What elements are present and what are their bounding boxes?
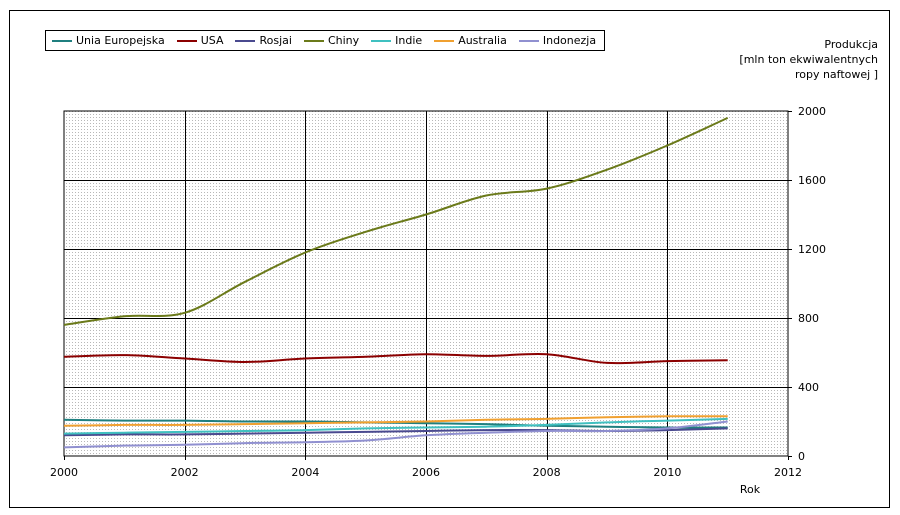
x-tick-label: 2000 — [50, 466, 78, 479]
y-tick-label: 1600 — [798, 174, 826, 187]
y-tick-label: 800 — [798, 312, 819, 325]
y-axis-label-line-1: Produkcja — [824, 38, 878, 51]
y-tick-label: 400 — [798, 381, 819, 394]
legend-swatch — [235, 39, 256, 42]
y-tick-label: 0 — [798, 450, 805, 463]
legend-item: USA — [176, 34, 224, 47]
chart-legend: Unia Europejska USA Rosjai Chiny Indie Austra… — [45, 30, 606, 51]
x-tick-label: 2012 — [774, 466, 802, 479]
y-tick-label: 1200 — [798, 243, 826, 256]
series-line-usa — [63, 352, 728, 365]
x-tick-label: 2006 — [412, 466, 440, 479]
legend-swatch — [176, 39, 197, 42]
y-axis-label-line-2: [mln ton ekwiwalentnych — [739, 53, 878, 66]
legend-label: Unia Europejska — [76, 34, 165, 47]
series-line-australia — [63, 415, 728, 427]
legend-label: USA — [200, 34, 224, 47]
legend-item: Unia Europejska — [52, 34, 165, 47]
legend-label: Australia — [458, 34, 507, 47]
x-tick-label: 2010 — [653, 466, 681, 479]
y-tick-label: 2000 — [798, 105, 826, 118]
legend-item: Chiny — [303, 34, 360, 47]
series-line-chiny — [63, 116, 729, 326]
legend-swatch — [303, 39, 324, 42]
x-tick-label: 2004 — [291, 466, 319, 479]
legend-item: Indonezja — [518, 34, 597, 47]
x-tick-label: 2008 — [533, 466, 561, 479]
legend-label: Indonezja — [542, 34, 597, 47]
legend-item: Australia — [434, 34, 507, 47]
x-tick-label: 2002 — [171, 466, 199, 479]
legend-swatch — [518, 39, 539, 42]
legend-swatch — [371, 39, 392, 42]
legend-item: Indie — [371, 34, 422, 47]
legend-swatch — [52, 39, 72, 42]
series-line-indonezja — [63, 420, 728, 449]
legend-label: Indie — [395, 34, 423, 47]
legend-item: Rosjai — [235, 34, 292, 47]
y-axis-label: Produkcja [mln ton ekwiwalentnych ropy n… — [728, 37, 878, 82]
legend-swatch — [434, 39, 455, 42]
legend-label: Rosjai — [259, 34, 292, 47]
series-line-indie — [63, 417, 728, 435]
x-axis-label: Rok — [740, 483, 761, 496]
legend-label: Chiny — [327, 34, 360, 47]
y-axis-label-line-3: ropy naftowej ] — [794, 68, 878, 81]
